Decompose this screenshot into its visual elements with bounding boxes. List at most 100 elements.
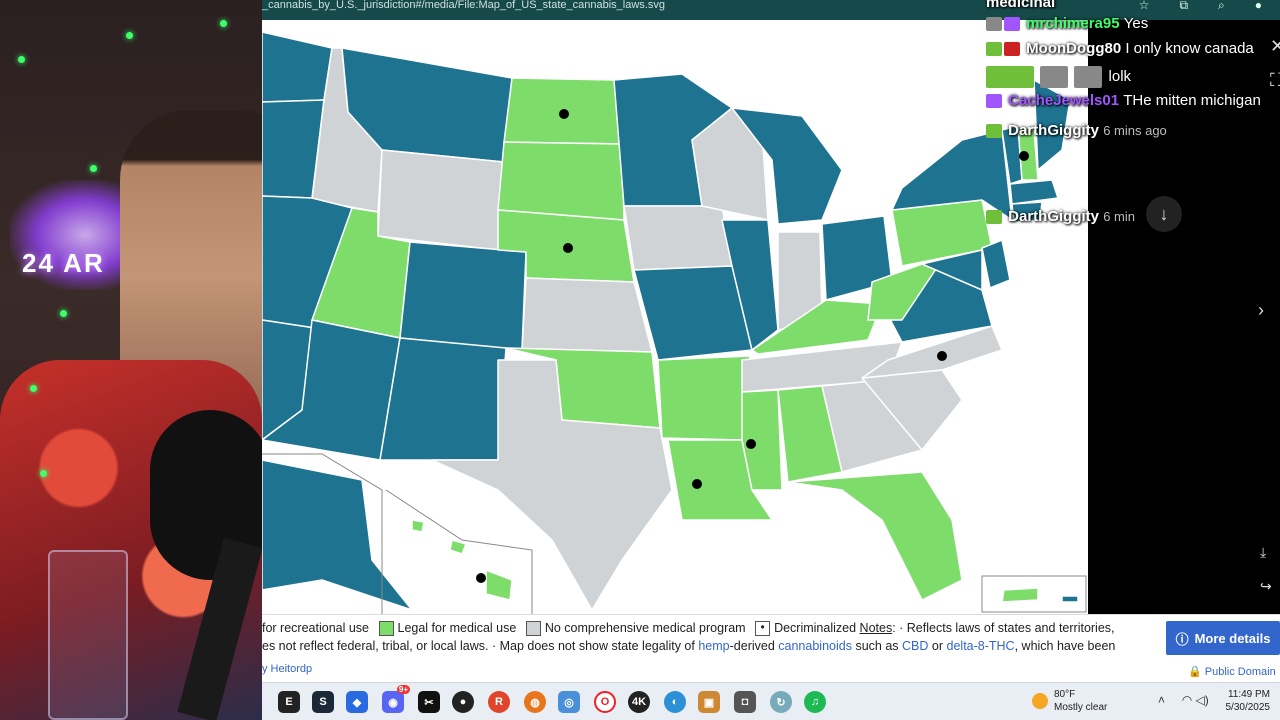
discord-badge: 9+ — [396, 685, 410, 694]
steam-icon[interactable]: S — [312, 691, 334, 713]
app-r-icon[interactable]: R — [488, 691, 510, 713]
chat-username: mrchimera95 — [1026, 15, 1120, 32]
clock-date: 5/30/2025 — [1225, 702, 1271, 713]
next-image-icon[interactable]: › — [1258, 300, 1264, 320]
chevron-up-icon[interactable]: ˄ — [1158, 693, 1166, 707]
photos-icon[interactable]: ▣ — [698, 691, 720, 713]
light-dot — [126, 32, 133, 39]
wifi-icon[interactable]: ◠ — [1181, 693, 1193, 707]
state-arkansas — [657, 355, 751, 441]
discord-icon[interactable]: ◉ 9+ — [382, 685, 410, 713]
firefox-icon[interactable]: ◍ — [524, 691, 546, 713]
clock-time: 11:49 PM — [1227, 689, 1270, 700]
fullscreen-icon[interactable]: ⛶ — [1270, 70, 1280, 90]
viewer-sidebar: ✕ ⛶ › ⤓ ↪ — [1088, 20, 1280, 614]
state-alaska — [262, 459, 413, 611]
state-arizona — [262, 319, 401, 461]
delta8-link[interactable]: delta-8-THC — [946, 639, 1015, 653]
chat-text: lolk — [1108, 67, 1132, 85]
inset-line-alaska — [262, 453, 383, 614]
inset-line-hawaii — [385, 489, 533, 614]
download-icon[interactable]: ⤓ — [1260, 544, 1267, 560]
search-page-icon[interactable]: ⌕ — [1218, 0, 1225, 12]
address-bar[interactable]: _cannabis_by_U.S._jurisdiction#/media/Fi… — [262, 0, 1280, 20]
license-label: Public Domain — [1204, 666, 1276, 678]
4k-downloader-icon[interactable]: 4K — [628, 691, 650, 713]
app-icon[interactable]: ◆ — [346, 691, 368, 713]
author-link[interactable]: y Heitordp — [262, 663, 313, 675]
camera-icon[interactable]: ◘ — [734, 691, 756, 713]
cbd-link[interactable]: CBD — [902, 639, 929, 653]
star-icon[interactable]: ☆ — [1138, 0, 1150, 12]
chrome-icon[interactable]: ◎ — [558, 691, 580, 713]
state-maryland — [921, 249, 983, 291]
state-west-virginia — [867, 259, 943, 321]
badge-icon — [986, 94, 1002, 109]
emote-icon — [1040, 66, 1069, 88]
weather-icon — [1032, 693, 1048, 709]
state-massachusetts — [1009, 179, 1059, 205]
caption-text-or: or — [931, 639, 944, 653]
more-details-button[interactable]: ⓘ More details — [1166, 621, 1280, 655]
globe-icon[interactable]: ◐ — [664, 691, 686, 713]
state-kentucky — [751, 299, 883, 355]
badge-icon — [986, 42, 1002, 57]
state-new-york — [891, 129, 1013, 221]
chat-username: DarthGiggity — [1008, 208, 1100, 225]
light-dot — [40, 470, 47, 477]
caption-text: es not reflect federal, tribal, or local… — [262, 639, 695, 653]
us-cannabis-map — [262, 31, 1087, 614]
share-icon[interactable]: ↪ — [1260, 578, 1272, 594]
epic-games-icon[interactable]: E — [278, 691, 300, 713]
extensions-icon[interactable]: ⧉ — [1179, 0, 1189, 12]
badge-icon — [986, 210, 1002, 225]
decriminalized-dot-nebraska — [563, 243, 573, 253]
emote-icon — [986, 66, 1034, 88]
cannabinoids-link[interactable]: cannabinoids — [778, 639, 852, 653]
system-tray[interactable]: ˄ ◠ ◁) — [1158, 693, 1209, 707]
spotify-icon[interactable]: ♫ — [804, 691, 826, 713]
volume-icon[interactable]: ◁) — [1195, 693, 1209, 707]
scroll-down-button[interactable]: ↓ — [1146, 196, 1182, 232]
badge-icon — [1004, 17, 1020, 32]
more-details-label: More details — [1194, 630, 1271, 646]
clock[interactable]: 11:49 PM 5/30/2025 — [1226, 688, 1271, 714]
state-illinois — [721, 219, 779, 351]
legend-recreational-label: for recreational use — [262, 621, 370, 635]
lock-icon: 🔒 — [1188, 666, 1202, 678]
hemp-link[interactable]: hemp — [698, 639, 730, 653]
stream-chat: medicinal mrchimera95 Yes MoonDogg80 I o… — [986, 0, 1276, 240]
chat-text: Yes — [1123, 15, 1149, 32]
state-connecticut — [1011, 201, 1043, 223]
decriminalized-dot-mississippi — [746, 439, 756, 449]
opera-icon[interactable]: O — [594, 691, 616, 713]
state-wyoming — [377, 149, 505, 251]
state-missouri — [633, 265, 753, 361]
state-hawaii-2 — [449, 539, 467, 555]
browser-toolbar: ☆ ⧉ ⌕ ● — [1139, 0, 1280, 14]
chat-username: CacheJewels01 — [1008, 92, 1120, 109]
caption-line-2: es not reflect federal, tribal, or local… — [262, 639, 1115, 653]
state-maine — [1033, 79, 1071, 171]
refresh-app-icon[interactable]: ↻ — [770, 691, 792, 713]
url-text[interactable]: _cannabis_by_U.S._jurisdiction#/media/Fi… — [262, 0, 665, 11]
weather-temp: 80°F — [1054, 689, 1076, 700]
state-kansas — [521, 277, 653, 353]
obs-icon[interactable]: ● — [452, 691, 474, 713]
chat-username: DarthGiggity — [1008, 122, 1100, 139]
weather-desc: Mostly clear — [1054, 702, 1108, 713]
capcut-icon[interactable]: ✂ — [418, 691, 440, 713]
legend-line: for recreational use Legal for medical u… — [262, 621, 1115, 637]
license-link[interactable]: 🔒 Public Domain — [1188, 665, 1276, 678]
weather-widget[interactable]: 80°F Mostly clear — [1054, 688, 1107, 714]
light-dot — [30, 385, 37, 392]
profile-icon[interactable]: ● — [1254, 0, 1262, 12]
state-south-dakota — [497, 141, 625, 221]
decriminalized-dot-north-carolina — [937, 351, 947, 361]
decriminalized-dot-new-hampshire — [1019, 151, 1029, 161]
caption-text-such-as: such as — [855, 639, 899, 653]
chat-message: MoonDogg80 I only know canada — [986, 40, 1254, 57]
close-icon[interactable]: ✕ — [1270, 36, 1280, 56]
chat-message: DarthGiggity 6 min — [986, 208, 1135, 225]
